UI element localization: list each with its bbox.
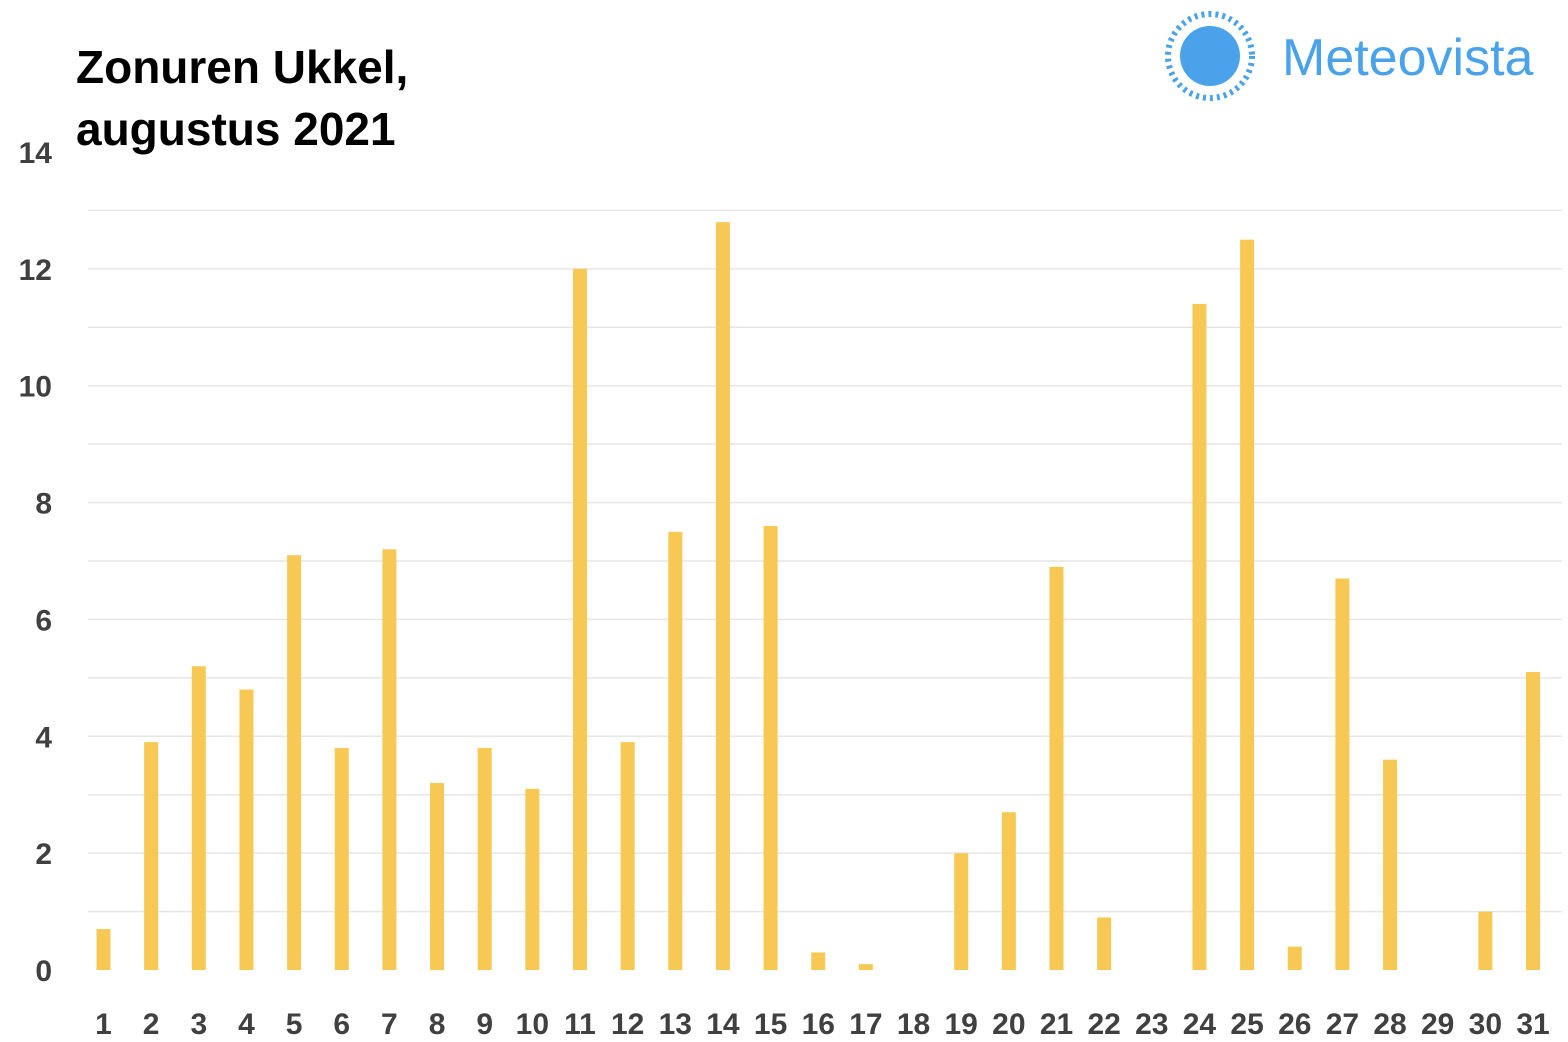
- x-axis-ticks: 1 2 3 4 5 6 7 8 9 10 11 12 13 14 15 16 17 18 19 20 21 22 23 24 2…: [95, 1008, 1550, 1041]
- x-tick-label: 24: [1183, 1008, 1217, 1041]
- bar-14: [715, 222, 730, 971]
- x-tick-label: 2: [143, 1008, 160, 1041]
- bar-17: [858, 964, 873, 970]
- bar-19: [954, 853, 969, 970]
- bar-31: [1526, 672, 1540, 970]
- x-tick-label: 4: [238, 1008, 255, 1041]
- x-tick-label: 14: [706, 1008, 740, 1041]
- y-axis-ticks: 0 2 4 6 8 10 12 14: [19, 137, 53, 988]
- bar-7: [382, 549, 397, 970]
- bar-25: [1240, 239, 1255, 971]
- y-tick-label: 8: [35, 488, 52, 521]
- bar-21: [1049, 566, 1064, 970]
- bar-22: [1097, 917, 1112, 970]
- x-tick-label: 19: [945, 1008, 978, 1041]
- bar-10: [525, 788, 540, 970]
- y-tick-label: 14: [19, 137, 53, 170]
- x-tick-label: 10: [516, 1008, 549, 1041]
- bar-24: [1192, 303, 1207, 970]
- x-tick-label: 17: [849, 1008, 882, 1041]
- bar-26: [1287, 946, 1302, 970]
- x-tick-label: 28: [1373, 1008, 1406, 1041]
- x-tick-label: 22: [1087, 1008, 1120, 1041]
- y-tick-label: 10: [19, 371, 52, 404]
- x-tick-label: 23: [1135, 1008, 1168, 1041]
- x-tick-label: 9: [476, 1008, 493, 1041]
- x-tick-label: 3: [190, 1008, 207, 1041]
- bar-20: [1001, 812, 1016, 970]
- chart-title-line1: Zonuren Ukkel,: [76, 41, 409, 93]
- x-tick-label: 8: [429, 1008, 446, 1041]
- x-tick-label: 29: [1421, 1008, 1454, 1041]
- bar-2: [144, 742, 159, 970]
- x-tick-label: 27: [1326, 1008, 1359, 1041]
- brand-name: Meteovista: [1282, 29, 1534, 87]
- x-tick-label: 25: [1230, 1008, 1263, 1041]
- y-tick-label: 4: [35, 721, 52, 754]
- bar-9: [477, 747, 492, 970]
- y-tick-label: 2: [35, 838, 52, 871]
- bar-27: [1335, 578, 1350, 970]
- x-tick-label: 7: [381, 1008, 398, 1041]
- bar-15: [763, 525, 778, 970]
- x-tick-label: 13: [659, 1008, 692, 1041]
- x-tick-label: 16: [802, 1008, 835, 1041]
- bar-3: [191, 666, 206, 970]
- x-tick-label: 20: [992, 1008, 1025, 1041]
- brand-logo: Meteovista: [1162, 8, 1562, 104]
- bar-30: [1478, 911, 1493, 970]
- chart-title: Zonuren Ukkel, augustus 2021: [76, 36, 408, 160]
- bar-6: [334, 747, 349, 970]
- y-tick-label: 6: [35, 604, 52, 637]
- bar-1: [96, 929, 111, 970]
- bar-12: [620, 742, 635, 970]
- bar-11: [573, 268, 587, 970]
- bar-4: [239, 689, 254, 970]
- x-tick-label: 26: [1278, 1008, 1311, 1041]
- x-tick-label: 5: [286, 1008, 303, 1041]
- x-tick-label: 11: [564, 1008, 596, 1041]
- gridlines: [88, 209, 1562, 913]
- chart-title-line2: augustus 2021: [76, 103, 396, 155]
- y-tick-label: 12: [19, 254, 52, 287]
- y-tick-label: 0: [35, 955, 52, 988]
- x-tick-label: 12: [611, 1008, 644, 1041]
- x-tick-label: 30: [1469, 1008, 1502, 1041]
- x-tick-label: 18: [897, 1008, 930, 1041]
- x-tick-label: 31: [1516, 1008, 1549, 1041]
- bar-16: [811, 952, 826, 970]
- sun-icon: [1165, 11, 1255, 101]
- bar-8: [430, 783, 445, 970]
- x-tick-label: 21: [1040, 1008, 1073, 1041]
- bar-28: [1383, 759, 1398, 970]
- bar-13: [668, 531, 683, 970]
- x-tick-label: 15: [754, 1008, 787, 1041]
- x-tick-label: 1: [95, 1008, 112, 1041]
- bars: [96, 222, 1540, 971]
- x-tick-label: 6: [333, 1008, 350, 1041]
- bar-5: [287, 555, 302, 970]
